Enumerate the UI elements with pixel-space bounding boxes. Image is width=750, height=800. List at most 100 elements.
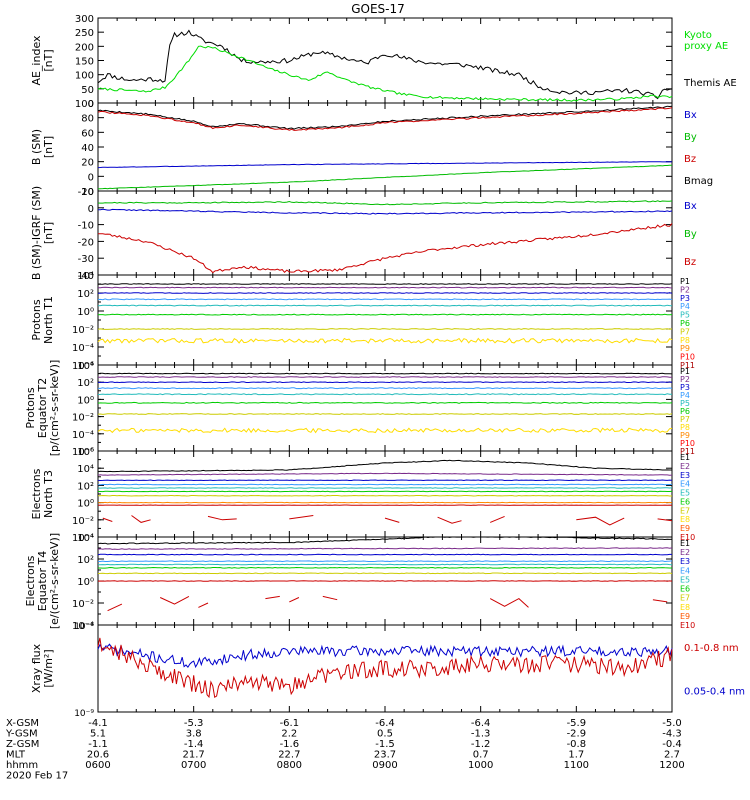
channel-label: P9 bbox=[680, 431, 690, 440]
series-line-3 bbox=[98, 387, 673, 390]
channel-label: P8 bbox=[680, 336, 690, 345]
series-fragment bbox=[289, 515, 314, 520]
y-axis-label: North T1 bbox=[42, 296, 55, 344]
series-line-7 bbox=[97, 501, 673, 504]
ephemeris-value: -6.4 bbox=[471, 718, 491, 729]
series-line-3 bbox=[97, 107, 673, 131]
series-line-1 bbox=[97, 376, 673, 378]
channel-label: P1 bbox=[680, 277, 690, 286]
y-axis-label: [p/(cm²-s-sr-keV)] bbox=[48, 360, 61, 457]
channel-label: P5 bbox=[680, 399, 690, 408]
y-tick-label: 10⁴ bbox=[77, 361, 94, 372]
y-tick-label: -20 bbox=[78, 237, 94, 248]
series-line-0 bbox=[97, 536, 673, 545]
series-line-1 bbox=[98, 286, 673, 289]
series-line-3 bbox=[97, 560, 673, 563]
series-line-3 bbox=[98, 483, 673, 486]
series-fragment bbox=[490, 515, 505, 523]
ephemeris-value: -2.9 bbox=[567, 729, 587, 740]
channel-label: P2 bbox=[680, 375, 690, 384]
y-tick-label: 0 bbox=[88, 172, 94, 183]
y-tick-label: 60 bbox=[81, 128, 94, 139]
series-line-6 bbox=[97, 413, 673, 415]
y-tick-label: 0 bbox=[88, 204, 94, 215]
channel-label: P4 bbox=[680, 391, 690, 400]
series-line-1 bbox=[97, 547, 673, 550]
y-axis-label: B (SM)-IGRF (SM) bbox=[30, 186, 43, 280]
series-line-6 bbox=[97, 328, 673, 330]
y-tick-label: 10⁰ bbox=[77, 499, 94, 510]
panel-ae: 0 50 100 150 200 250 300 AE_index [nT] Kyotoproxy… bbox=[30, 14, 737, 110]
y-axis-label: [nT] bbox=[42, 136, 55, 158]
y-tick-label: 20 bbox=[81, 158, 94, 169]
series-fragment bbox=[107, 603, 123, 612]
channel-label: E1 bbox=[680, 539, 690, 548]
series-line-0 bbox=[97, 29, 673, 100]
series-line-0 bbox=[97, 372, 673, 375]
series-line-0 bbox=[97, 200, 673, 206]
y-tick-label: 0 bbox=[88, 99, 94, 110]
series-line-4 bbox=[98, 487, 673, 489]
y-tick-label: 10² bbox=[77, 555, 94, 566]
ephemeris-label: Z-GSM bbox=[6, 739, 39, 750]
y-tick-label: 10⁰ bbox=[77, 307, 94, 318]
channel-label: P2 bbox=[680, 285, 690, 294]
y-axis-label: Electrons bbox=[24, 555, 37, 606]
y-tick-label: 100 bbox=[75, 99, 94, 110]
series-line-5 bbox=[98, 566, 672, 569]
ephemeris-value: -6.1 bbox=[280, 718, 300, 729]
y-axis-label: Protons bbox=[24, 387, 37, 428]
channel-label: P7 bbox=[680, 415, 690, 424]
series-line-2 bbox=[98, 292, 673, 294]
ephemeris-value: 0.5 bbox=[377, 729, 393, 740]
series-line-5 bbox=[97, 401, 673, 404]
series-line-2 bbox=[98, 381, 673, 384]
channel-label: E9 bbox=[680, 524, 690, 533]
legend-label: Bz bbox=[684, 257, 696, 268]
channel-label: E6 bbox=[680, 497, 690, 506]
y-tick-label: 10⁻⁹ bbox=[74, 709, 94, 719]
panel-frame bbox=[97, 450, 673, 538]
channel-label: P3 bbox=[680, 383, 690, 392]
y-axis-label: B (SM) bbox=[30, 129, 43, 165]
y-tick-label: 10⁻⁶ bbox=[72, 361, 94, 372]
ephemeris-value: -4.1 bbox=[88, 718, 108, 729]
series-line-6 bbox=[97, 572, 673, 575]
series-fragment bbox=[322, 595, 338, 601]
y-tick-label: 10 bbox=[81, 187, 94, 198]
y-tick-label: 10⁰ bbox=[77, 577, 94, 588]
legend-label: Bx bbox=[684, 110, 697, 121]
series-fragment bbox=[652, 599, 668, 603]
y-tick-label: -30 bbox=[78, 254, 94, 265]
legend-label: Kyoto bbox=[684, 30, 712, 41]
ephemeris-value: 0800 bbox=[277, 760, 302, 771]
ephemeris-value: -0.4 bbox=[662, 739, 682, 750]
channel-label: P6 bbox=[680, 319, 690, 328]
ephemeris-value: 23.7 bbox=[374, 750, 396, 761]
channel-label: E6 bbox=[680, 585, 690, 594]
ephemeris-value: -1.5 bbox=[375, 739, 395, 750]
y-tick-label: 10⁴ bbox=[77, 271, 94, 282]
legend-label: By bbox=[684, 132, 697, 143]
y-axis-label: North T3 bbox=[42, 470, 55, 518]
series-line-6 bbox=[97, 494, 672, 497]
legend-label: Themis AE bbox=[683, 78, 737, 89]
series-fragment bbox=[198, 602, 209, 608]
channel-label: P10 bbox=[680, 439, 695, 448]
y-tick-label: 150 bbox=[75, 57, 94, 68]
series-line-3 bbox=[97, 298, 673, 301]
channel-label: P7 bbox=[680, 327, 690, 336]
ephemeris-value: -1.2 bbox=[471, 739, 491, 750]
channel-label: P8 bbox=[680, 423, 690, 432]
channel-label: E3 bbox=[680, 557, 690, 566]
y-axis-label: Electrons bbox=[30, 468, 43, 519]
series-fragment bbox=[489, 597, 529, 608]
y-axis-label: [W/m²] bbox=[42, 649, 55, 687]
channel-label: E2 bbox=[680, 548, 690, 557]
series-line-0 bbox=[97, 643, 673, 669]
ephemeris-label: X-GSM bbox=[6, 718, 39, 729]
y-tick-label: 250 bbox=[75, 28, 94, 39]
channel-label: P11 bbox=[680, 361, 695, 370]
ephemeris-value: -1.6 bbox=[280, 739, 300, 750]
